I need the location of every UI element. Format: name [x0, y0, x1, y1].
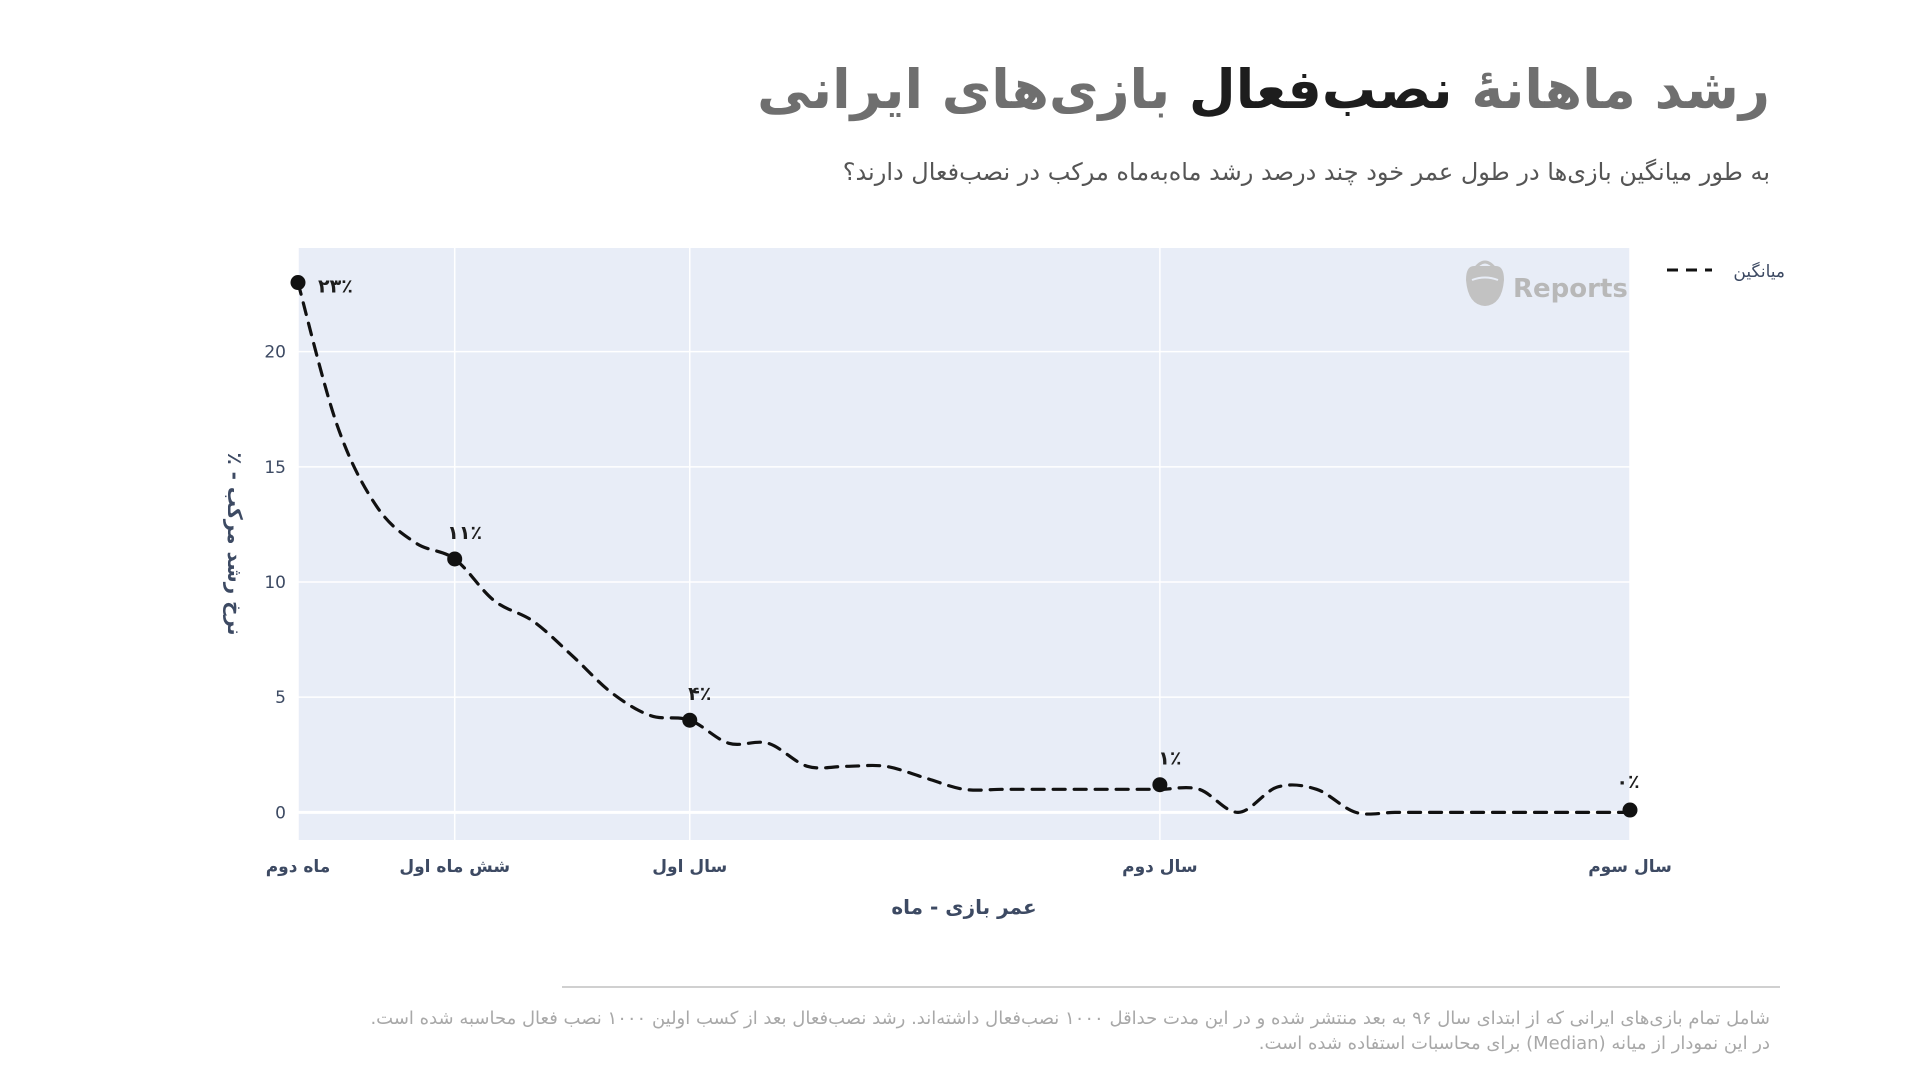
series-line — [296, 281, 1632, 816]
footnote: شامل تمام بازی‌های ایرانی که از ابتدای س… — [370, 1006, 1770, 1056]
x-tick-label: سال دوم — [1122, 857, 1198, 877]
y-tick-label: 0 — [275, 803, 286, 823]
data-labels: ۲۳٪ ۱۱٪ ۴٪ ۱٪ ۰٪ — [290, 275, 1640, 818]
x-tick-label: ماه دوم — [266, 857, 331, 877]
chart-title: رشد ماهانهٔ نصب‌فعال بازی‌های ایرانی — [757, 58, 1770, 121]
data-point — [290, 275, 306, 291]
y-tick-label: 15 — [264, 458, 286, 478]
series-layer — [296, 281, 1632, 816]
title-part2: بازی‌های ایرانی — [757, 58, 1171, 121]
y-tick-label: 5 — [275, 688, 286, 708]
data-point — [447, 551, 463, 567]
data-label: ۱٪ — [1158, 748, 1181, 770]
axis-ticks: 0 5 10 15 20 ماه دوم شش ماه اول سال اول سال دوم س… — [264, 343, 1671, 877]
data-label: ۱۱٪ — [447, 522, 482, 544]
footnote-line-1: شامل تمام بازی‌های ایرانی که از ابتدای س… — [370, 1008, 1770, 1029]
y-axis-label: ٪ - نرخ رشد مرکب — [223, 452, 247, 635]
chart-subtitle: به طور میانگین بازی‌ها در طول عمر خود چن… — [842, 158, 1770, 186]
legend: میانگین — [1667, 261, 1785, 282]
footnote-divider — [562, 986, 1780, 988]
title-highlight: نصب‌فعال — [1188, 58, 1453, 121]
watermark-text: Reports — [1513, 274, 1628, 304]
data-point — [682, 712, 698, 728]
basket-icon — [1466, 260, 1504, 306]
data-point — [1152, 777, 1168, 793]
reports-watermark: Reports — [1466, 260, 1628, 306]
plot-background — [298, 248, 1630, 840]
data-label: ۴٪ — [688, 683, 711, 705]
data-label: ۲۳٪ — [318, 276, 353, 298]
data-point — [1622, 802, 1638, 818]
x-tick-label: سال اول — [652, 857, 727, 877]
y-tick-label: 10 — [264, 573, 286, 593]
data-label: ۰٪ — [1616, 771, 1639, 793]
x-tick-label: شش ماه اول — [399, 857, 510, 877]
x-axis-label: عمر بازی - ماه — [891, 895, 1036, 919]
x-tick-label: سال سوم — [1588, 857, 1672, 877]
legend-label: میانگین — [1733, 261, 1785, 282]
y-tick-label: 20 — [264, 343, 286, 363]
footnote-line-2: در این نمودار از میانه (Median) برای محا… — [1258, 1033, 1770, 1054]
title-part1: رشد ماهانهٔ — [1471, 58, 1770, 121]
